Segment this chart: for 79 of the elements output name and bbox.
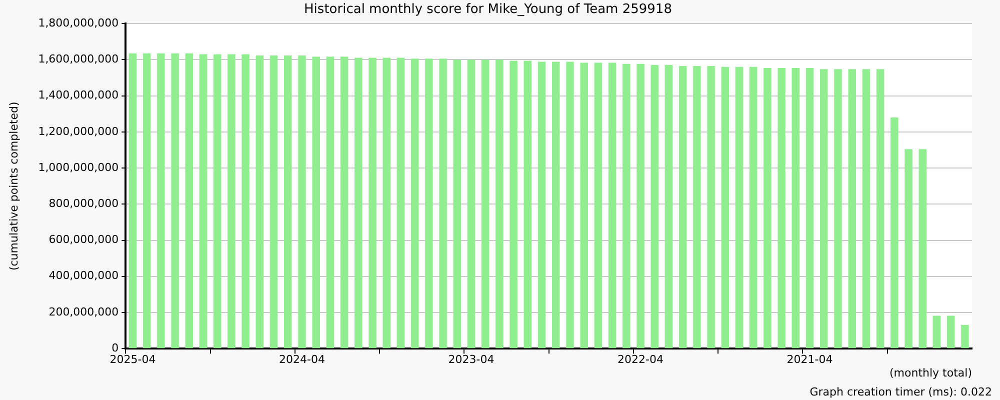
bar — [764, 68, 772, 348]
bar — [636, 64, 644, 348]
bar — [946, 316, 955, 348]
bar — [396, 58, 405, 348]
bar — [410, 58, 419, 348]
bar — [213, 54, 222, 348]
x-tick-label: 2024-04 — [279, 353, 325, 366]
bar — [961, 324, 969, 348]
bar — [932, 316, 941, 348]
chart-title: Historical monthly score for Mike_Young of Team 259918 — [304, 2, 672, 18]
x-tick-label: 2021-04 — [786, 353, 833, 366]
bar — [693, 66, 701, 348]
bar — [128, 53, 137, 348]
bar — [664, 64, 673, 348]
y-tick-label: 400,000,000 — [48, 269, 119, 282]
bar — [904, 149, 912, 348]
bar — [594, 62, 602, 348]
bar — [918, 149, 927, 348]
bar — [566, 62, 574, 348]
y-tick-label: 600,000,000 — [48, 233, 119, 246]
bar — [848, 69, 856, 348]
bar — [834, 69, 842, 348]
x-tick-label: 2023-04 — [448, 353, 494, 366]
bar — [862, 69, 870, 348]
bar — [580, 62, 588, 348]
bar — [510, 60, 518, 348]
bar — [199, 54, 208, 348]
bar — [171, 53, 179, 348]
text: Graph creation timer (ms): 0.022 — [810, 385, 992, 398]
bar — [284, 56, 292, 348]
bar — [707, 66, 715, 348]
bar — [890, 117, 898, 348]
y-tick-label: 1,000,000,000 — [38, 160, 119, 174]
bar — [382, 58, 391, 348]
bar — [778, 68, 786, 348]
bar — [354, 58, 362, 348]
bar — [185, 53, 194, 348]
bar — [453, 60, 462, 348]
bar — [298, 56, 306, 348]
bar — [538, 62, 546, 348]
bar — [496, 60, 504, 348]
y-tick-label: 200,000,000 — [48, 305, 119, 318]
y-axis-title: (cumulative points completed) — [7, 102, 20, 271]
bar — [368, 58, 376, 348]
y-tick-label: 0 — [112, 341, 119, 354]
y-tick-label: 1,800,000,000 — [38, 16, 119, 30]
bar — [552, 62, 560, 348]
x-axis-title: (monthly total) — [890, 366, 972, 380]
bar — [735, 66, 744, 348]
bar — [481, 60, 490, 348]
bar — [820, 69, 828, 348]
bar — [312, 56, 320, 348]
bar — [876, 69, 884, 348]
x-tick-label: 2025-04 — [110, 353, 156, 366]
bar — [326, 56, 334, 348]
bar — [425, 58, 433, 348]
bar — [792, 68, 800, 348]
bar — [157, 53, 165, 348]
bar — [256, 56, 264, 348]
bar — [650, 64, 659, 348]
x-tick-label: 2022-04 — [618, 353, 664, 366]
y-tick-label: 1,400,000,000 — [38, 88, 119, 102]
bar — [467, 60, 476, 348]
bar — [439, 58, 447, 348]
y-tick-label: 1,200,000,000 — [38, 124, 119, 138]
bar — [242, 54, 250, 348]
bar — [608, 62, 616, 348]
bar — [806, 68, 814, 348]
bar — [340, 56, 348, 348]
bar — [721, 66, 730, 348]
bar — [524, 60, 532, 348]
bar — [622, 64, 630, 348]
bar — [678, 66, 687, 348]
y-tick-label: 1,600,000,000 — [38, 52, 119, 66]
bar — [228, 54, 236, 348]
y-tick-label: 800,000,000 — [48, 197, 119, 210]
bar — [749, 66, 758, 348]
bar — [270, 56, 278, 348]
bar — [142, 53, 151, 348]
